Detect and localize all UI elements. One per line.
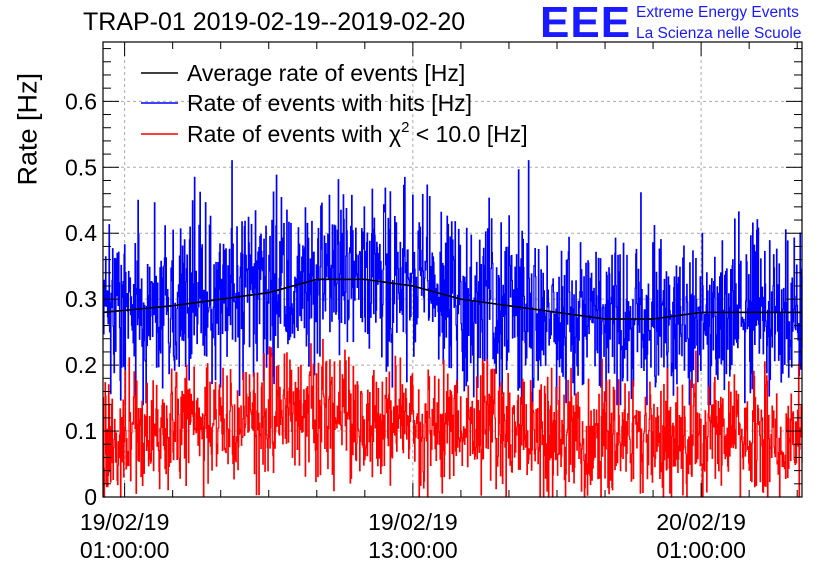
y-tick-label: 0.5 [65, 154, 97, 180]
eee-logo: EEE Extreme Energy Events La Scienza nel… [540, 0, 836, 47]
plot-frame [102, 41, 803, 498]
axes-layer: 00.10.20.30.40.50.619/02/1901:00:0019/02… [65, 41, 803, 563]
y-tick-label: 0 [84, 484, 97, 510]
x-tick-label-date: 20/02/19 [656, 509, 746, 535]
x-tick-label-date: 19/02/19 [80, 509, 170, 535]
y-tick-label: 0.4 [65, 220, 97, 246]
logo-line-1: Extreme Energy Events [636, 4, 799, 21]
chart-title: TRAP-01 2019-02-19--2019-02-20 [83, 8, 466, 36]
x-tick-label-date: 19/02/19 [368, 509, 458, 535]
legend: Average rate of events [Hz] Rate of event… [141, 60, 528, 147]
y-tick-label: 0.1 [65, 418, 97, 444]
series-line-hits [102, 160, 803, 406]
x-tick-label-time: 01:00:00 [80, 537, 170, 563]
x-tick-label-time: 01:00:00 [656, 537, 746, 563]
y-tick-label: 0.6 [65, 88, 97, 114]
series-line-chi2 [102, 338, 803, 498]
eee-logo-mark: EEE [540, 0, 632, 47]
legend-label-hits: Rate of events with hits [Hz] [187, 90, 472, 116]
y-tick-label: 0.2 [65, 352, 97, 378]
series-layer [102, 160, 803, 498]
x-tick-label-time: 13:00:00 [368, 537, 458, 563]
y-tick-label: 0.3 [65, 286, 97, 312]
logo-line-2: La Scienza nelle Scuole [636, 25, 802, 42]
series-line-average-overlay [102, 278, 802, 320]
legend-label-average: Average rate of events [Hz] [187, 60, 465, 86]
legend-label-chi2: Rate of events with χ2 < 10.0 [Hz] [187, 119, 528, 147]
